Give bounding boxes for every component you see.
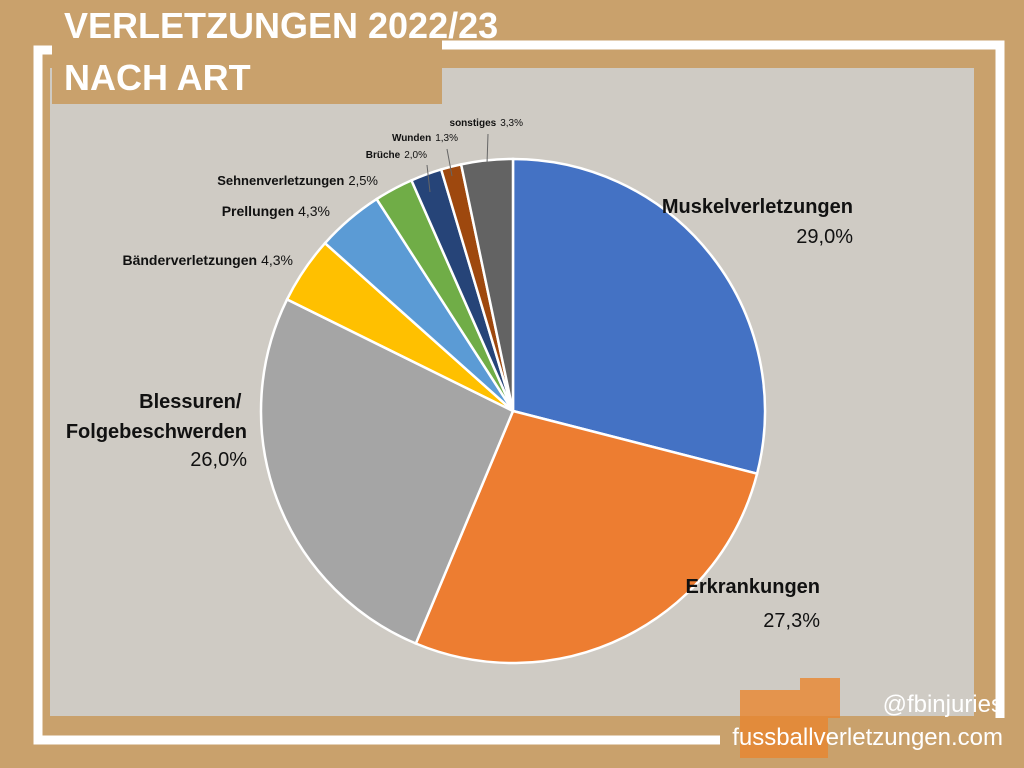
value-label: 2,5%	[348, 173, 378, 188]
slice	[414, 409, 759, 665]
category-label: Sehnenverletzungen	[217, 173, 344, 188]
logo	[740, 678, 840, 758]
category-label: Prellungen	[222, 203, 294, 219]
slice-label: Bänderverletzungen 4,3%	[122, 252, 293, 268]
slice-label: Sehnenverletzungen 2,5%	[217, 173, 378, 188]
leader-line	[486, 133, 489, 165]
slice	[259, 297, 515, 646]
value-label: 4,3%	[298, 203, 330, 219]
leader-line	[426, 164, 431, 193]
chart-subtitle: NACH ART	[64, 57, 251, 98]
category-label: Erkrankungen	[686, 576, 820, 598]
slice-label: Brüche 2,0%	[366, 150, 427, 161]
category-label: sonstiges	[450, 118, 497, 129]
slice-label: Prellungen 4,3%	[222, 203, 330, 219]
category-label: Wunden	[392, 133, 431, 144]
footer-website: fussballverletzungen.com	[732, 724, 1003, 751]
value-label: 2,0%	[404, 150, 427, 161]
value-label: 4,3%	[261, 252, 293, 268]
value-label: 27,3%	[763, 610, 820, 632]
title-box	[52, 0, 442, 104]
pie	[259, 157, 767, 665]
slice-label: Wunden 1,3%	[392, 133, 458, 144]
category-label: Bänderverletzungen	[122, 252, 257, 268]
category-label: Muskelverletzungen	[662, 196, 853, 218]
value-label: 1,3%	[435, 133, 458, 144]
category-label: Blessuren/ Folgebeschwerden	[66, 391, 247, 443]
slice	[511, 157, 767, 476]
footer-handle: @fbinjuries	[883, 691, 1003, 718]
value-label: 26,0%	[190, 449, 247, 471]
value-label: 3,3%	[500, 118, 523, 129]
category-label: Brüche	[366, 150, 401, 161]
frame	[33, 40, 1005, 745]
labels: Muskelverletzungen 29,0% Erkrankungen 27,3%…	[66, 118, 853, 632]
chart-title: VERLETZUNGEN 2022/23	[64, 5, 498, 46]
slice-label: sonstiges 3,3%	[450, 118, 524, 129]
value-label: 29,0%	[796, 226, 853, 248]
leader-line	[446, 148, 453, 177]
